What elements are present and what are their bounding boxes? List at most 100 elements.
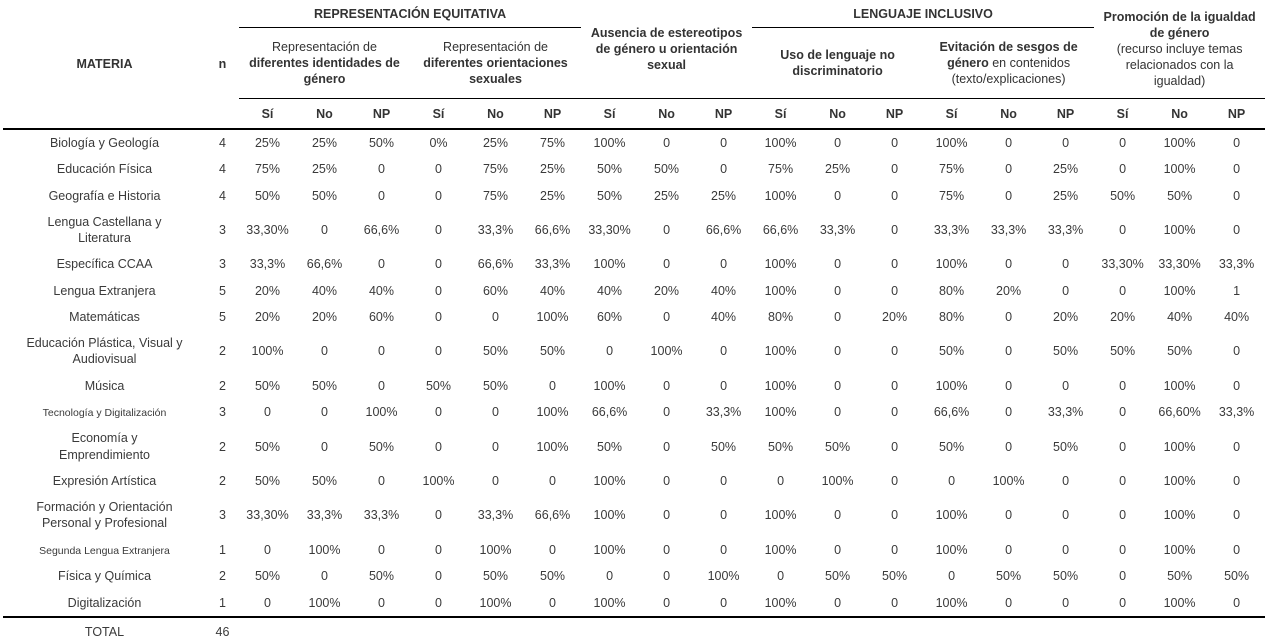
- cell-value: 0: [435, 404, 442, 419]
- col-header-np: NP: [866, 98, 924, 130]
- cell-value: 0: [1005, 595, 1013, 610]
- cell-value: 100%: [593, 595, 626, 610]
- table-row: Educación Física 4 75% 25% 0 0 75% 25% 50% 50% 0 75…: [3, 156, 1265, 182]
- cell-value: 80%: [768, 309, 794, 324]
- cell-value: 40%: [597, 283, 623, 298]
- cell-value: 50%: [882, 569, 908, 584]
- cell-value: 33,3%: [477, 508, 514, 523]
- cell-value: 100%: [1163, 595, 1196, 610]
- cell-value: 50%: [482, 378, 509, 393]
- cell-value: 0: [720, 473, 728, 488]
- cell-value: 0: [1005, 378, 1013, 393]
- cell-value: 0: [435, 309, 442, 324]
- cell-value: 50%: [254, 188, 281, 203]
- cell-value: 50%: [540, 569, 566, 584]
- cell-value: 50%: [597, 162, 623, 177]
- cell-value: 50%: [711, 439, 737, 454]
- n-value: 1: [219, 595, 226, 610]
- cell-value: 0: [1005, 344, 1013, 359]
- cell-value: 33,30%: [1158, 257, 1201, 272]
- n-value: 2: [219, 439, 226, 454]
- cell-value: 33,3%: [1047, 404, 1084, 419]
- n-value: 4: [219, 136, 226, 150]
- cell-value: 33,3%: [534, 257, 571, 272]
- cell-value: 0: [663, 473, 671, 488]
- cell-value: 100%: [593, 378, 626, 393]
- col-header-si: Sí: [239, 98, 296, 130]
- row-label: Música: [84, 378, 125, 393]
- cell-value: 0: [1062, 257, 1070, 272]
- cell-value: 100%: [422, 473, 455, 488]
- table-row: Economía y Emprendimiento 2 50% 0 50% 0 0 100% 5…: [3, 425, 1265, 468]
- cell-value: 20%: [311, 309, 338, 324]
- cell-value: 0: [891, 473, 899, 488]
- cell-value: 75%: [254, 162, 281, 177]
- cell-value: 0: [1005, 439, 1013, 454]
- cell-value: 0: [606, 344, 614, 359]
- cell-value: 66,60%: [1158, 404, 1201, 419]
- cell-value: 100%: [251, 344, 284, 359]
- materias-data-table: MATERIA n REPRESENTACIÓN EQUITATIVA Ause…: [3, 0, 1266, 642]
- cell-value: 0: [834, 378, 842, 393]
- cell-value: 20%: [254, 283, 281, 298]
- cell-value: 0: [663, 595, 671, 610]
- cell-value: 0: [663, 508, 671, 523]
- n-value: 2: [219, 569, 226, 584]
- cell-value: 0: [891, 404, 899, 419]
- cell-value: 40%: [711, 283, 737, 298]
- cell-value: 33,3%: [1047, 222, 1084, 237]
- cell-value: 20%: [654, 283, 680, 298]
- cell-value: 0: [1233, 222, 1241, 237]
- cell-value: 0: [891, 188, 899, 203]
- evitacion-suffix: en contenidos (texto/explicaciones): [951, 56, 1071, 86]
- cell-value: 33,3%: [990, 222, 1027, 237]
- row-label: Matemáticas: [69, 309, 140, 324]
- subgroup-header-lenguaje-no-discriminatorio: Uso de lenguaje no discriminatorio: [752, 28, 923, 99]
- cell-value: 0: [720, 344, 728, 359]
- cell-value: 66,6%: [591, 404, 628, 419]
- cell-value: 0: [321, 439, 328, 454]
- n-value: 5: [219, 309, 226, 324]
- cell-value: 50%: [597, 439, 623, 454]
- cell-value: 0: [948, 569, 956, 584]
- col-header-si: Sí: [752, 98, 810, 130]
- cell-value: 0: [948, 473, 956, 488]
- cell-value: 0: [1005, 542, 1013, 557]
- cell-value: 0: [378, 473, 385, 488]
- cell-value: 50%: [254, 378, 281, 393]
- cell-value: 40%: [540, 283, 566, 298]
- cell-value: 33,30%: [246, 222, 289, 237]
- cell-value: 0: [834, 508, 842, 523]
- cell-value: 25%: [711, 188, 737, 203]
- row-label: Tecnología y Digitalización: [42, 406, 167, 419]
- cell-value: 20%: [1110, 309, 1136, 324]
- cell-value: 0: [1062, 542, 1070, 557]
- cell-value: 40%: [1167, 309, 1193, 324]
- table-row: Música 2 50% 50% 0 50% 50% 0 100% 0 0 100% 0 0 100% 0 0 0…: [3, 373, 1265, 399]
- cell-value: 66,6%: [477, 257, 514, 272]
- cell-value: 0: [1119, 569, 1127, 584]
- cell-value: 100%: [764, 188, 797, 203]
- cell-value: 0: [1119, 136, 1127, 150]
- total-row: TOTAL 46: [3, 615, 1266, 642]
- group-header-representacion-equitativa: REPRESENTACIÓN EQUITATIVA: [239, 0, 582, 28]
- cell-value: 0: [891, 283, 899, 298]
- cell-value: 20%: [254, 309, 281, 324]
- col-header-si: Sí: [1094, 98, 1152, 130]
- cell-value: 0: [663, 542, 671, 557]
- row-label: Geografía e Historia: [48, 188, 161, 203]
- cell-value: 100%: [1163, 162, 1196, 177]
- cell-value: 100%: [479, 595, 512, 610]
- cell-value: 100%: [536, 309, 569, 324]
- cell-value: 50%: [939, 344, 965, 359]
- cell-value: 0: [435, 595, 442, 610]
- cell-value: 100%: [1163, 378, 1196, 393]
- cell-value: 33,3%: [306, 508, 343, 523]
- cell-value: 1: [1233, 283, 1241, 298]
- cell-value: 0%: [429, 136, 448, 150]
- orientaciones-prefix: Representación de: [443, 40, 548, 54]
- cell-value: 50%: [1167, 569, 1193, 584]
- cell-value: 33,3%: [705, 404, 742, 419]
- cell-value: 100%: [536, 404, 569, 419]
- cell-value: 60%: [597, 309, 623, 324]
